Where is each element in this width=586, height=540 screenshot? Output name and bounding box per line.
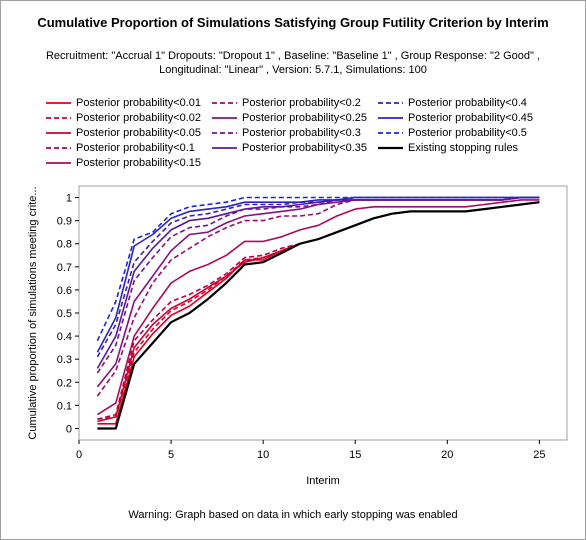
y-tick-label: 0.5 bbox=[57, 308, 72, 320]
x-tick-label: 0 bbox=[76, 449, 82, 461]
y-tick-label: 1 bbox=[66, 193, 72, 205]
legend-swatch bbox=[46, 147, 71, 149]
chart-subtitle: Recruitment: "Accrual 1" Dropouts: "Drop… bbox=[20, 49, 566, 77]
legend-label: Posterior probability<0.1 bbox=[76, 142, 195, 154]
series-line-9 bbox=[96, 196, 540, 358]
y-tick-label: 0.9 bbox=[57, 216, 72, 228]
y-tick-label: 0.1 bbox=[57, 400, 72, 412]
subtitle-line-2: Longitudinal: "Linear" , Version: 5.7.1,… bbox=[159, 64, 427, 76]
y-tick-label: 0 bbox=[66, 423, 72, 435]
legend-swatch bbox=[212, 147, 237, 149]
legend-label: Existing stopping rules bbox=[408, 142, 519, 154]
y-tick-label: 0.4 bbox=[57, 331, 72, 343]
y-tick-label: 0.2 bbox=[57, 377, 72, 389]
y-axis-label: Cumulative proportion of simulations mee… bbox=[27, 186, 39, 439]
legend-label: Posterior probability<0.5 bbox=[408, 127, 527, 139]
legend-swatch bbox=[378, 117, 403, 119]
legend-label: Posterior probability<0.3 bbox=[242, 127, 361, 139]
legend-label: Posterior probability<0.01 bbox=[76, 97, 202, 109]
subtitle-line-1: Recruitment: "Accrual 1" Dropouts: "Drop… bbox=[45, 50, 541, 62]
legend-swatch bbox=[46, 117, 71, 119]
x-tick-label: 10 bbox=[257, 449, 269, 461]
legend-label: Posterior probability<0.05 bbox=[76, 127, 202, 139]
x-tick-label: 15 bbox=[349, 449, 361, 461]
x-axis-label: Interim bbox=[306, 475, 340, 487]
legend-label: Posterior probability<0.25 bbox=[242, 112, 368, 124]
legend-label: Posterior probability<0.02 bbox=[76, 112, 202, 124]
legend-swatch bbox=[378, 132, 403, 134]
series-line-4 bbox=[96, 199, 540, 416]
legend-label: Posterior probability<0.35 bbox=[242, 142, 368, 154]
legend-swatch bbox=[46, 102, 71, 104]
plot-area bbox=[78, 185, 568, 441]
legend-swatch bbox=[46, 162, 71, 164]
y-tick-label: 0.3 bbox=[57, 354, 72, 366]
series-line-11 bbox=[96, 196, 540, 342]
legend-label: Posterior probability<0.4 bbox=[408, 97, 527, 109]
series-line-3 bbox=[97, 201, 540, 420]
y-tick-label: 0.8 bbox=[57, 239, 72, 251]
y-tick-label: 0.7 bbox=[57, 262, 72, 274]
x-tick-label: 25 bbox=[533, 449, 545, 461]
legend-swatch bbox=[378, 146, 403, 150]
y-tick-label: 0.6 bbox=[57, 285, 72, 297]
legend-label: Posterior probability<0.2 bbox=[242, 97, 361, 109]
legend-swatch bbox=[378, 102, 403, 104]
legend-label: Posterior probability<0.15 bbox=[76, 157, 202, 169]
x-tick-label: 5 bbox=[168, 449, 174, 461]
series-line-12 bbox=[97, 201, 540, 430]
legend-swatch bbox=[212, 102, 237, 104]
legend-swatch bbox=[212, 132, 237, 134]
legend-swatch bbox=[46, 132, 71, 134]
x-tick-label: 20 bbox=[441, 449, 453, 461]
warning-text: Warning: Graph based on data in which ea… bbox=[128, 509, 458, 521]
legend-swatch bbox=[212, 117, 237, 119]
legend-label: Posterior probability<0.45 bbox=[408, 112, 534, 124]
chart-title: Cumulative Proportion of Simulations Sat… bbox=[37, 15, 549, 30]
